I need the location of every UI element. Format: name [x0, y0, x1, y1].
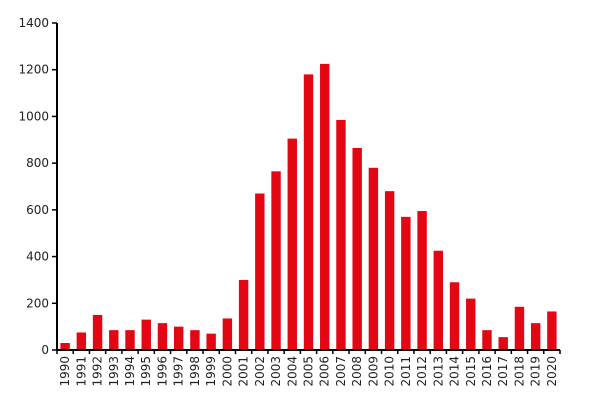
x-tick-label: 2011	[399, 356, 413, 387]
bar-1997	[173, 326, 184, 350]
x-tick-label: 1990	[58, 356, 72, 387]
bar-2014	[449, 282, 460, 350]
y-tick-label: 0	[41, 343, 49, 357]
x-tick-label: 2004	[285, 356, 299, 387]
x-tick-label: 2015	[464, 356, 478, 387]
bar-2004	[287, 138, 297, 350]
bar-2017	[498, 337, 508, 350]
x-tick-label: 2017	[496, 356, 510, 387]
y-tick-label: 400	[26, 250, 49, 264]
y-tick-label: 1000	[18, 109, 49, 123]
bar-1994	[125, 330, 135, 350]
x-tick-label: 2018	[512, 356, 526, 387]
x-tick-label: 2001	[237, 356, 251, 387]
x-tick-label: 2010	[383, 356, 397, 387]
y-tick-label: 1400	[18, 16, 49, 30]
y-tick-label: 600	[26, 203, 49, 217]
x-tick-label: 2013	[431, 356, 445, 387]
x-tick-label: 1991	[74, 356, 88, 387]
bar-2013	[433, 250, 444, 350]
bar-2010	[384, 191, 395, 350]
bar-1993	[109, 330, 119, 350]
x-tick-label: 1992	[91, 356, 105, 387]
bar-2002	[255, 193, 265, 350]
bar-2016	[482, 330, 492, 350]
bar-2011	[401, 216, 411, 350]
x-tick-label: 2002	[253, 356, 267, 387]
bar-2001	[238, 279, 249, 350]
bar-1998	[190, 330, 200, 350]
x-tick-label: 2003	[269, 356, 283, 387]
x-tick-label: 2020	[545, 356, 559, 387]
y-tick-label: 200	[26, 296, 49, 310]
x-tick-label: 1996	[155, 356, 169, 387]
bar-1996	[157, 323, 168, 350]
bar-2007	[336, 119, 346, 350]
x-tick-label: 2014	[448, 356, 462, 387]
bar-1991	[76, 332, 87, 350]
bar-1992	[92, 314, 103, 350]
bar-2000	[222, 318, 233, 350]
bar-2005	[303, 74, 314, 350]
bar-1995	[141, 319, 151, 350]
bar-1999	[206, 333, 216, 350]
bar-2003	[271, 171, 281, 350]
bars-group	[60, 63, 557, 350]
x-tick-label: 2000	[220, 356, 234, 387]
x-tick-label: 2019	[529, 356, 543, 387]
y-tick-label: 800	[26, 156, 49, 170]
x-tick-label: 2006	[318, 356, 332, 387]
bar-2019	[530, 323, 541, 350]
bar-2012	[417, 211, 427, 350]
bar-2015	[466, 298, 476, 350]
bar-2018	[514, 306, 525, 350]
x-tick-label: 1995	[139, 356, 153, 387]
x-tick-label: 1994	[123, 356, 137, 387]
x-tick-label: 1999	[204, 356, 218, 387]
x-axis-ticks: 1990 1991 1992 1993 1994 1995 1996 1997 1998 1999…	[56, 350, 561, 387]
x-tick-label: 1993	[107, 356, 121, 387]
x-tick-label: 2005	[302, 356, 316, 387]
x-tick-label: 2012	[415, 356, 429, 387]
bar-2008	[352, 147, 362, 350]
x-tick-label: 2008	[350, 356, 364, 387]
bar-2020	[547, 311, 557, 350]
x-tick-label: 2009	[366, 356, 380, 387]
y-axis-ticks: 0 200 400 600 800 1000 1200 1400	[18, 16, 57, 357]
x-tick-label: 1997	[172, 356, 186, 387]
x-tick-label: 1998	[188, 356, 202, 387]
x-tick-label: 2007	[334, 356, 348, 387]
bar-2006	[320, 63, 330, 350]
x-tick-label: 2016	[480, 356, 494, 387]
bar-2009	[368, 167, 379, 350]
y-tick-label: 1200	[18, 63, 49, 77]
bar-1990	[60, 342, 70, 350]
